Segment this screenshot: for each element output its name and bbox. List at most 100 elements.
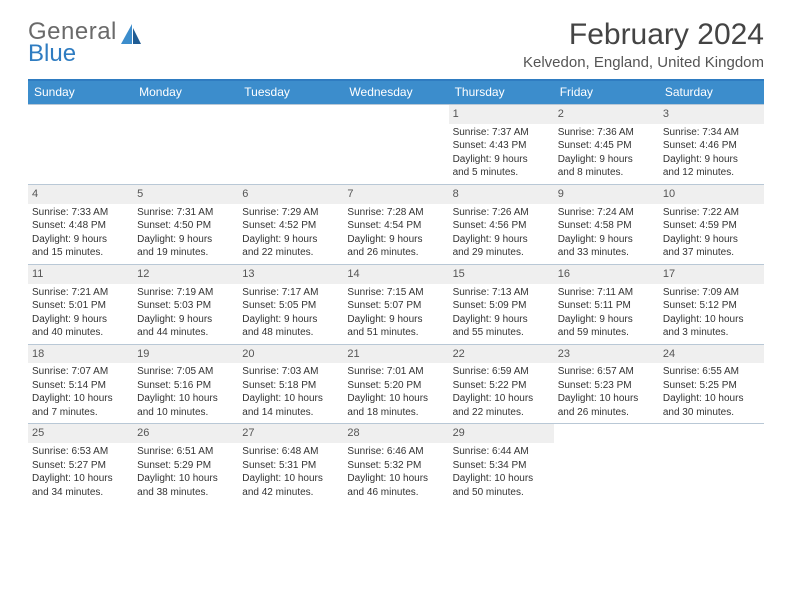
day-number: 18: [28, 345, 133, 364]
day-number: 17: [659, 265, 764, 284]
day-sunset: Sunset: 5:03 PM: [137, 299, 234, 313]
day-cell: 15Sunrise: 7:13 AMSunset: 5:09 PMDayligh…: [449, 265, 554, 344]
day-day2: and 44 minutes.: [137, 326, 234, 340]
day-sunset: Sunset: 4:54 PM: [347, 219, 444, 233]
day-sunrise: Sunrise: 7:22 AM: [663, 206, 760, 220]
week-row: 18Sunrise: 7:07 AMSunset: 5:14 PMDayligh…: [28, 344, 764, 424]
location-subtitle: Kelvedon, England, United Kingdom: [523, 54, 764, 71]
day-cell: 17Sunrise: 7:09 AMSunset: 5:12 PMDayligh…: [659, 265, 764, 344]
week-row: 25Sunrise: 6:53 AMSunset: 5:27 PMDayligh…: [28, 423, 764, 503]
day-day1: Daylight: 10 hours: [453, 472, 550, 486]
day-day1: Daylight: 10 hours: [663, 313, 760, 327]
day-number: 16: [554, 265, 659, 284]
day-sunrise: Sunrise: 7:11 AM: [558, 286, 655, 300]
day-cell: 12 Sunrise: 7:19 AMSunset: 5:03 PMDayligh…: [133, 265, 238, 344]
calendar-page: General Blue February 2024 Kelvedon, Eng…: [0, 0, 792, 513]
day-sunrise: Sunrise: 7:21 AM: [32, 286, 129, 300]
weekday-monday: Monday: [133, 81, 238, 104]
day-cell: 19Sunrise: 7:05 AMSunset: 5:16 PMDayligh…: [133, 345, 238, 424]
day-sunset: Sunset: 5:09 PM: [453, 299, 550, 313]
day-day2: and 42 minutes.: [242, 486, 339, 500]
day-number: 25: [28, 424, 133, 443]
logo: General Blue: [28, 18, 143, 68]
day-day2: and 7 minutes.: [32, 406, 129, 420]
day-sunset: Sunset: 4:56 PM: [453, 219, 550, 233]
day-sunset: Sunset: 5:23 PM: [558, 379, 655, 393]
day-sunset: Sunset: 5:27 PM: [32, 459, 129, 473]
day-sunset: Sunset: 4:58 PM: [558, 219, 655, 233]
day-day2: and 33 minutes.: [558, 246, 655, 260]
day-sunrise: Sunrise: 7:36 AM: [558, 126, 655, 140]
day-cell-empty: [28, 105, 133, 184]
day-day1: Daylight: 10 hours: [242, 392, 339, 406]
day-day2: and 19 minutes.: [137, 246, 234, 260]
day-cell: 4Sunrise: 7:33 AMSunset: 4:48 PMDaylight…: [28, 185, 133, 264]
day-sunrise: Sunrise: 7:34 AM: [663, 126, 760, 140]
day-day1: Daylight: 10 hours: [137, 472, 234, 486]
day-number: 13: [238, 265, 343, 284]
day-day2: and 46 minutes.: [347, 486, 444, 500]
day-number: 7: [343, 185, 448, 204]
day-number: 24: [659, 345, 764, 364]
day-day1: Daylight: 10 hours: [242, 472, 339, 486]
day-day1: Daylight: 9 hours: [347, 313, 444, 327]
day-sunrise: Sunrise: 7:33 AM: [32, 206, 129, 220]
day-sunset: Sunset: 5:11 PM: [558, 299, 655, 313]
logo-text-block: General Blue: [28, 18, 117, 68]
title-block: February 2024 Kelvedon, England, United …: [523, 18, 764, 71]
header-row: General Blue February 2024 Kelvedon, Eng…: [28, 18, 764, 71]
day-sunset: Sunset: 5:34 PM: [453, 459, 550, 473]
day-day1: Daylight: 10 hours: [558, 392, 655, 406]
day-number: 9: [554, 185, 659, 204]
day-day1: Daylight: 9 hours: [663, 233, 760, 247]
day-day1: Daylight: 9 hours: [453, 153, 550, 167]
day-sunrise: Sunrise: 7:24 AM: [558, 206, 655, 220]
day-day1: Daylight: 9 hours: [32, 313, 129, 327]
day-day1: Daylight: 9 hours: [137, 313, 234, 327]
day-sunrise: Sunrise: 7:29 AM: [242, 206, 339, 220]
day-number: 2: [554, 105, 659, 124]
day-cell: 26Sunrise: 6:51 AMSunset: 5:29 PMDayligh…: [133, 424, 238, 503]
day-day1: Daylight: 10 hours: [32, 392, 129, 406]
day-number: 6: [238, 185, 343, 204]
day-sunrise: Sunrise: 7:19 AM: [137, 286, 234, 300]
day-sunrise: Sunrise: 7:15 AM: [347, 286, 444, 300]
day-day2: and 22 minutes.: [453, 406, 550, 420]
day-cell: 11Sunrise: 7:21 AMSunset: 5:01 PMDayligh…: [28, 265, 133, 344]
day-day2: and 8 minutes.: [558, 166, 655, 180]
day-sunrise: Sunrise: 7:05 AM: [137, 365, 234, 379]
week-row: 1Sunrise: 7:37 AMSunset: 4:43 PMDaylight…: [28, 104, 764, 184]
day-day2: and 59 minutes.: [558, 326, 655, 340]
sail-icon: [121, 24, 143, 49]
day-number: 12: [133, 265, 238, 284]
day-cell: 25Sunrise: 6:53 AMSunset: 5:27 PMDayligh…: [28, 424, 133, 503]
day-cell: 6Sunrise: 7:29 AMSunset: 4:52 PMDaylight…: [238, 185, 343, 264]
day-sunset: Sunset: 4:43 PM: [453, 139, 550, 153]
day-cell-empty: [343, 105, 448, 184]
week-row: 11Sunrise: 7:21 AMSunset: 5:01 PMDayligh…: [28, 264, 764, 344]
day-sunrise: Sunrise: 7:17 AM: [242, 286, 339, 300]
day-day1: Daylight: 9 hours: [32, 233, 129, 247]
day-sunrise: Sunrise: 7:26 AM: [453, 206, 550, 220]
day-cell: 5Sunrise: 7:31 AMSunset: 4:50 PMDaylight…: [133, 185, 238, 264]
day-day1: Daylight: 10 hours: [137, 392, 234, 406]
day-day1: Daylight: 9 hours: [558, 313, 655, 327]
day-day1: Daylight: 10 hours: [453, 392, 550, 406]
day-sunset: Sunset: 5:20 PM: [347, 379, 444, 393]
day-sunset: Sunset: 5:05 PM: [242, 299, 339, 313]
day-sunrise: Sunrise: 6:44 AM: [453, 445, 550, 459]
day-sunset: Sunset: 4:59 PM: [663, 219, 760, 233]
day-cell-empty: [659, 424, 764, 503]
day-cell: 2Sunrise: 7:36 AMSunset: 4:45 PMDaylight…: [554, 105, 659, 184]
day-sunset: Sunset: 5:31 PM: [242, 459, 339, 473]
day-cell: 9Sunrise: 7:24 AMSunset: 4:58 PMDaylight…: [554, 185, 659, 264]
day-day2: and 48 minutes.: [242, 326, 339, 340]
day-day2: and 14 minutes.: [242, 406, 339, 420]
day-day2: and 26 minutes.: [558, 406, 655, 420]
day-sunrise: Sunrise: 6:55 AM: [663, 365, 760, 379]
day-cell: 29Sunrise: 6:44 AMSunset: 5:34 PMDayligh…: [449, 424, 554, 503]
day-cell: 27Sunrise: 6:48 AMSunset: 5:31 PMDayligh…: [238, 424, 343, 503]
day-day2: and 12 minutes.: [663, 166, 760, 180]
day-number: 19: [133, 345, 238, 364]
day-sunset: Sunset: 5:14 PM: [32, 379, 129, 393]
